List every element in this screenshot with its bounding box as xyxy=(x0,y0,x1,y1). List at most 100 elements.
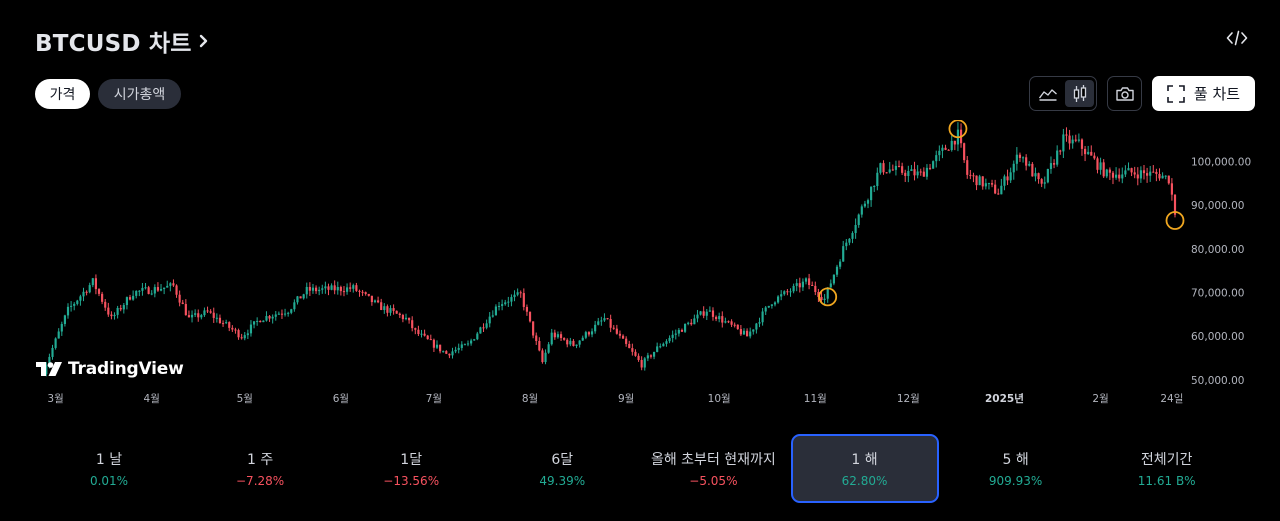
candle xyxy=(249,320,253,337)
candle xyxy=(873,185,876,192)
tab-market-cap-label: 시가총액 xyxy=(113,87,166,103)
candle xyxy=(54,337,57,350)
candle xyxy=(777,295,780,304)
candle xyxy=(854,218,857,239)
candle xyxy=(228,321,231,332)
candle xyxy=(857,213,860,228)
candle xyxy=(556,331,560,339)
candle xyxy=(265,311,268,322)
candle xyxy=(780,290,783,301)
snapshot-button[interactable] xyxy=(1107,76,1142,111)
candle xyxy=(290,308,293,315)
candle xyxy=(488,312,491,328)
period-button[interactable]: 1 날 0.01% xyxy=(35,434,183,503)
period-button[interactable]: 1 해 62.80% xyxy=(790,434,939,503)
candle xyxy=(1139,166,1142,183)
candle xyxy=(600,316,603,326)
candle xyxy=(1108,167,1111,180)
chart-title-link[interactable]: BTCUSD 차트 xyxy=(35,24,210,58)
candle xyxy=(990,179,994,188)
candle xyxy=(1071,135,1074,149)
candle xyxy=(287,311,290,317)
candle xyxy=(897,160,901,168)
candle xyxy=(832,274,835,286)
chevron-right-icon xyxy=(199,34,207,48)
candle xyxy=(110,311,113,320)
candle xyxy=(370,295,373,306)
y-tick-label: 80,000.00 xyxy=(1191,244,1244,256)
candle xyxy=(1124,165,1127,178)
tab-market-cap[interactable]: 시가총액 xyxy=(98,79,181,109)
period-button[interactable]: 전체기간 11.61 B% xyxy=(1093,434,1241,503)
candle xyxy=(910,165,913,172)
period-label: 1 날 xyxy=(95,452,123,468)
candle xyxy=(150,290,153,296)
period-label: 1 해 xyxy=(851,452,878,468)
candle xyxy=(848,238,851,246)
period-change: −5.05% xyxy=(689,474,738,488)
candlestick-button[interactable] xyxy=(1065,80,1094,107)
candle xyxy=(541,348,544,364)
period-change: 0.01% xyxy=(89,474,129,488)
candle xyxy=(367,293,370,297)
candle xyxy=(178,290,181,307)
candle xyxy=(547,341,550,354)
candle xyxy=(950,135,953,152)
period-button[interactable]: 5 해 909.93% xyxy=(942,434,1090,503)
candle xyxy=(919,168,922,176)
candle xyxy=(448,353,451,359)
period-button[interactable]: 1달 −13.56% xyxy=(337,434,485,503)
candle xyxy=(141,282,144,296)
candle xyxy=(259,320,262,323)
candle xyxy=(640,356,643,371)
period-button[interactable]: 1 주 −7.28% xyxy=(186,434,334,503)
candle xyxy=(870,186,873,207)
candle xyxy=(966,155,969,179)
candle xyxy=(361,289,364,296)
candle xyxy=(274,311,277,321)
candle xyxy=(147,285,150,295)
candle xyxy=(1136,167,1139,186)
candle xyxy=(1021,156,1025,163)
candle xyxy=(693,314,696,325)
area-chart-button[interactable] xyxy=(1033,80,1062,107)
candle xyxy=(528,311,532,323)
candle xyxy=(104,299,107,311)
candle xyxy=(1146,167,1149,183)
candle xyxy=(76,299,79,306)
period-button[interactable]: 올해 초부터 현재까지 −5.05% xyxy=(639,434,787,503)
code-embed-icon[interactable] xyxy=(1226,29,1248,47)
full-chart-button[interactable]: 풀 차트 xyxy=(1152,76,1255,111)
candle xyxy=(994,179,997,195)
candle xyxy=(91,277,94,288)
candle xyxy=(770,304,773,309)
tradingview-logo: TradingView xyxy=(36,359,184,379)
x-tick-label: 2025년 xyxy=(985,392,1024,405)
candle xyxy=(504,299,507,306)
candle xyxy=(225,319,228,325)
tab-price[interactable]: 가격 xyxy=(35,79,90,109)
candle xyxy=(51,344,54,360)
candle xyxy=(767,305,770,309)
camera-icon xyxy=(1115,86,1134,101)
x-tick-label: 5월 xyxy=(237,393,253,405)
candle xyxy=(625,336,628,347)
candle xyxy=(1102,159,1105,178)
candle xyxy=(891,164,894,171)
candle xyxy=(882,160,885,175)
price-chart[interactable]: 50,000.00 60,000.00 70,000.00 80,000.00 90,0… xyxy=(0,120,1280,415)
candle xyxy=(172,279,175,287)
candle xyxy=(674,329,677,340)
candle xyxy=(1083,145,1087,162)
candle xyxy=(783,290,786,296)
candle xyxy=(901,162,904,175)
candle xyxy=(1118,168,1121,182)
candle xyxy=(280,309,284,319)
candle xyxy=(581,335,584,342)
candle xyxy=(904,169,907,182)
candle xyxy=(566,338,569,348)
candle xyxy=(1170,178,1173,201)
candle xyxy=(445,350,448,355)
candle xyxy=(336,281,339,295)
period-button[interactable]: 6달 49.39% xyxy=(488,434,636,503)
